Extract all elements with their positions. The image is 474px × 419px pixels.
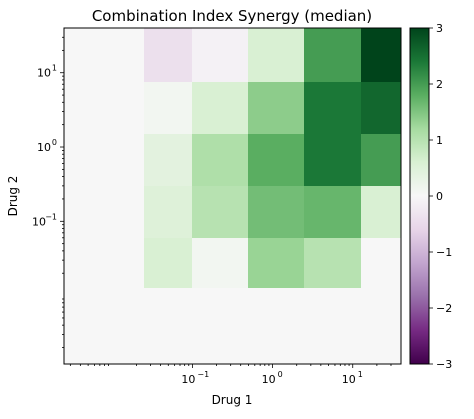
heatmap-cell (64, 186, 144, 238)
heatmap-cell (248, 28, 304, 82)
colorbar-ticks: 3 2 1 0 −1 −2 −3 (429, 22, 452, 371)
colorbar (409, 27, 430, 365)
heatmap-cell (361, 134, 401, 186)
x-tick-label: 10 (342, 373, 356, 386)
y-tick-exponent: 1 (52, 64, 57, 73)
heatmap-cell (144, 134, 192, 186)
heatmap-cell (361, 186, 401, 238)
heatmap-cell (304, 28, 361, 82)
heatmap-cell (64, 288, 144, 364)
y-tick-exponent: −1 (45, 212, 57, 221)
y-tick-label: 10 (37, 141, 51, 154)
heatmap-cell (192, 186, 248, 238)
colorbar-tick-label: 1 (436, 134, 443, 147)
heatmap-cell (64, 82, 144, 134)
heatmap-cell (248, 238, 304, 288)
plot-frame (63, 27, 402, 365)
heatmap-cell (304, 238, 361, 288)
chart-title: Combination Index Synergy (median) (92, 7, 372, 25)
heatmap-cell (248, 186, 304, 238)
x-axis-label: Drug 1 (212, 393, 253, 407)
colorbar-tick-label: 3 (436, 22, 443, 35)
heatmap-cell (361, 288, 401, 364)
heatmap-cell (304, 288, 361, 364)
colorbar-tick-label: −1 (436, 246, 452, 259)
heatmap-cell (361, 82, 401, 134)
heatmap-cell (192, 238, 248, 288)
colorbar-tick-label: −2 (436, 302, 452, 315)
colorbar-tick-label: 2 (436, 78, 443, 91)
x-tick-exponent: 1 (358, 370, 363, 379)
heatmap-cell (304, 186, 361, 238)
heatmap-cell (64, 134, 144, 186)
y-axis-label: Drug 2 (6, 176, 20, 217)
colorbar-tick-label: −3 (436, 358, 452, 371)
heatmap-cell (144, 238, 192, 288)
y-tick-exponent: 0 (52, 138, 57, 147)
heatmap-cell (144, 28, 192, 82)
heatmap-cell (248, 288, 304, 364)
heatmap-cell (144, 82, 192, 134)
x-tick-exponent: 0 (278, 370, 283, 379)
y-tick-label: 10 (37, 67, 51, 80)
heatmap-cells (64, 28, 401, 364)
heatmap-cell (144, 288, 192, 364)
heatmap-cell (192, 82, 248, 134)
heatmap-cell (304, 134, 361, 186)
colorbar-tick-label: 0 (436, 190, 443, 203)
heatmap-cell (192, 134, 248, 186)
heatmap-cell (64, 238, 144, 288)
x-axis-ticks: 10 −1 10 0 10 1 (69, 364, 392, 386)
y-tick-label: 10 (32, 215, 46, 228)
heatmap-cell (248, 82, 304, 134)
heatmap-cell (248, 134, 304, 186)
x-tick-exponent: −1 (197, 370, 209, 379)
heatmap-cell (192, 28, 248, 82)
heatmap-cell (304, 82, 361, 134)
x-tick-label: 10 (181, 373, 195, 386)
heatmap-cell (64, 28, 144, 82)
heatmap-cell (361, 238, 401, 288)
x-tick-label: 10 (262, 373, 276, 386)
heatmap-cell (361, 28, 401, 82)
heatmap-cell (192, 288, 248, 364)
heatmap-cell (144, 186, 192, 238)
